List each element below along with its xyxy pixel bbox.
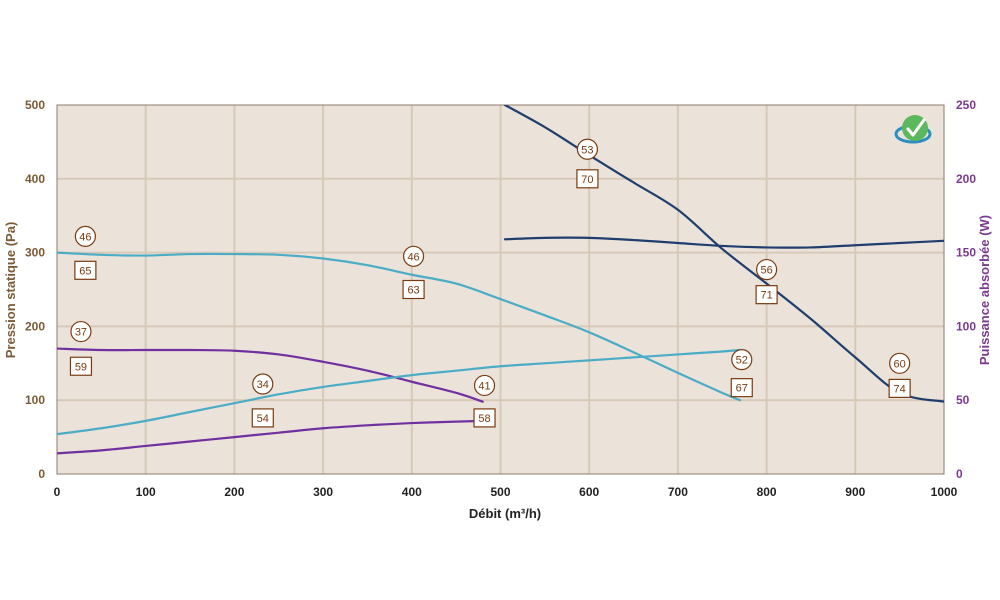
y-right-tick-label: 200 — [956, 172, 976, 186]
noise-marker-value: 37 — [75, 327, 87, 339]
y-right-tick-label: 50 — [956, 393, 970, 407]
noise-marker-circle: 34 — [252, 373, 274, 395]
y-left-tick-label: 100 — [25, 393, 45, 407]
y-left-tick-label: 300 — [25, 246, 45, 260]
noise-marker-circle: 46 — [74, 225, 96, 247]
x-tick-label: 600 — [579, 485, 599, 499]
y-left-tick-label: 200 — [25, 319, 45, 333]
x-tick-label: 900 — [845, 485, 865, 499]
noise-marker-square: 63 — [402, 279, 425, 300]
x-tick-label: 1000 — [931, 485, 958, 499]
noise-marker-value: 41 — [478, 380, 490, 392]
x-tick-label: 700 — [668, 485, 688, 499]
series-group — [57, 105, 944, 455]
noise-marker-square: 67 — [730, 378, 753, 398]
noise-marker-circle: 46 — [402, 245, 425, 267]
noise-marker-square: 70 — [576, 169, 599, 189]
noise-marker-value: 56 — [760, 265, 772, 277]
noise-marker-circle: 41 — [473, 374, 496, 397]
grid-lines — [57, 105, 944, 474]
check-icon — [906, 118, 926, 137]
x-tick-label: 800 — [757, 485, 777, 499]
series-line-5-left — [503, 105, 944, 403]
noise-marker-square: 54 — [251, 408, 274, 428]
noise-marker-value: 46 — [79, 231, 91, 243]
noise-marker-value: 52 — [736, 355, 748, 367]
noise-marker-value: 46 — [407, 251, 419, 263]
y-right-tick-label: 250 — [956, 98, 976, 112]
y-left-tick-label: 0 — [38, 467, 45, 481]
noise-marker-square: 74 — [888, 378, 911, 398]
noise-marker-circle: 56 — [755, 258, 778, 281]
noise-marker-circle: 37 — [70, 320, 92, 343]
noise-marker-value: 34 — [257, 379, 269, 391]
noise-marker-square: 58 — [473, 408, 496, 428]
noise-markers: 46 65 37 59 34 54 46 63 41 58 53 70 52 67 56 71 60 74 — [69, 138, 911, 428]
noise-marker-square: 65 — [74, 260, 97, 280]
series-line-3-left — [57, 251, 742, 402]
noise-marker-value: 70 — [581, 174, 593, 186]
x-tick-label: 100 — [136, 485, 156, 499]
x-tick-label: 0 — [54, 485, 61, 499]
noise-marker-value: 65 — [79, 265, 91, 277]
noise-marker-value: 60 — [894, 358, 906, 370]
noise-marker-square: 71 — [755, 285, 778, 305]
left-axis-ticks: 0 100 200 300 400 500 — [25, 98, 45, 481]
series-line-2-right — [57, 419, 484, 455]
x-tick-label: 400 — [402, 485, 422, 499]
y-right-tick-label: 100 — [956, 319, 976, 333]
x-tick-label: 200 — [224, 485, 244, 499]
noise-marker-square: 59 — [69, 356, 93, 376]
noise-marker-value: 71 — [760, 290, 772, 302]
noise-marker-value: 58 — [478, 413, 490, 425]
y-left-tick-label: 400 — [25, 172, 45, 186]
left-axis-title: Pression statique (Pa) — [3, 222, 18, 359]
series-line-1-left — [57, 347, 484, 403]
noise-marker-value: 74 — [894, 383, 906, 395]
y-right-tick-label: 0 — [956, 467, 963, 481]
noise-marker-value: 54 — [257, 413, 269, 425]
noise-marker-circle: 53 — [576, 138, 599, 160]
series-line-6-right — [503, 236, 944, 249]
x-axis-title: Débit (m³/h) — [469, 506, 541, 521]
noise-marker-value: 63 — [407, 285, 419, 297]
noise-marker-value: 67 — [736, 383, 748, 395]
right-axis-ticks: 0 50 100 150 200 250 — [956, 98, 976, 481]
plot-frame — [56, 104, 945, 475]
noise-marker-circle: 52 — [731, 349, 753, 371]
logo — [894, 115, 932, 144]
x-tick-label: 300 — [313, 485, 333, 499]
noise-marker-circle: 60 — [889, 352, 911, 374]
right-axis-title: Puissance absorbée (W) — [977, 215, 992, 365]
noise-marker-value: 53 — [581, 144, 593, 156]
y-right-tick-label: 150 — [956, 246, 976, 260]
x-tick-label: 500 — [490, 485, 510, 499]
x-axis-ticks: 0 100 200 300 400 500 600 700 800 900 1000 — [54, 485, 958, 499]
y-left-tick-label: 500 — [25, 98, 45, 112]
series-line-4-right — [57, 348, 742, 436]
noise-marker-value: 59 — [75, 361, 87, 373]
